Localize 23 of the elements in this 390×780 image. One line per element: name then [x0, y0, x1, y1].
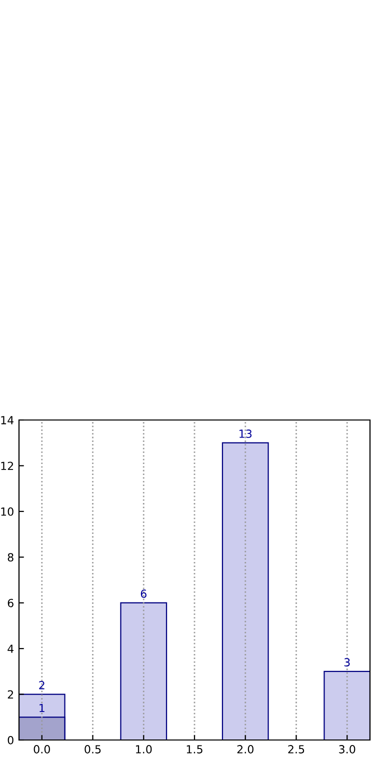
bar	[324, 670, 370, 740]
y-tick-label: 10	[1, 507, 14, 516]
bar	[222, 442, 269, 740]
y-tick-label: 6	[8, 598, 14, 608]
x-tick-label: 0.0	[34, 745, 50, 754]
x-tick-label: 2.0	[237, 745, 254, 754]
x-tick-label: 2.5	[288, 745, 304, 754]
y-tick-label: 0	[8, 736, 14, 744]
y-tick-label: 4	[8, 644, 14, 653]
data-label: 1	[40, 704, 44, 712]
x-tick-label: 0.5	[84, 745, 101, 754]
data-label: 13	[240, 430, 252, 438]
y-tick-label: 12	[1, 462, 14, 470]
bar	[120, 602, 168, 740]
y-tick-label: 14	[1, 416, 14, 424]
data-label: 6	[140, 590, 146, 598]
x-tick-label: 1.5	[186, 745, 202, 754]
x-tick-label: 1.0	[136, 745, 152, 754]
data-label: 3	[344, 658, 350, 666]
y-tick-label: 8	[8, 553, 14, 562]
y-tick-label: 2	[8, 690, 14, 699]
x-tick-label: 3.0	[339, 745, 356, 754]
data-label: 2	[39, 680, 44, 690]
